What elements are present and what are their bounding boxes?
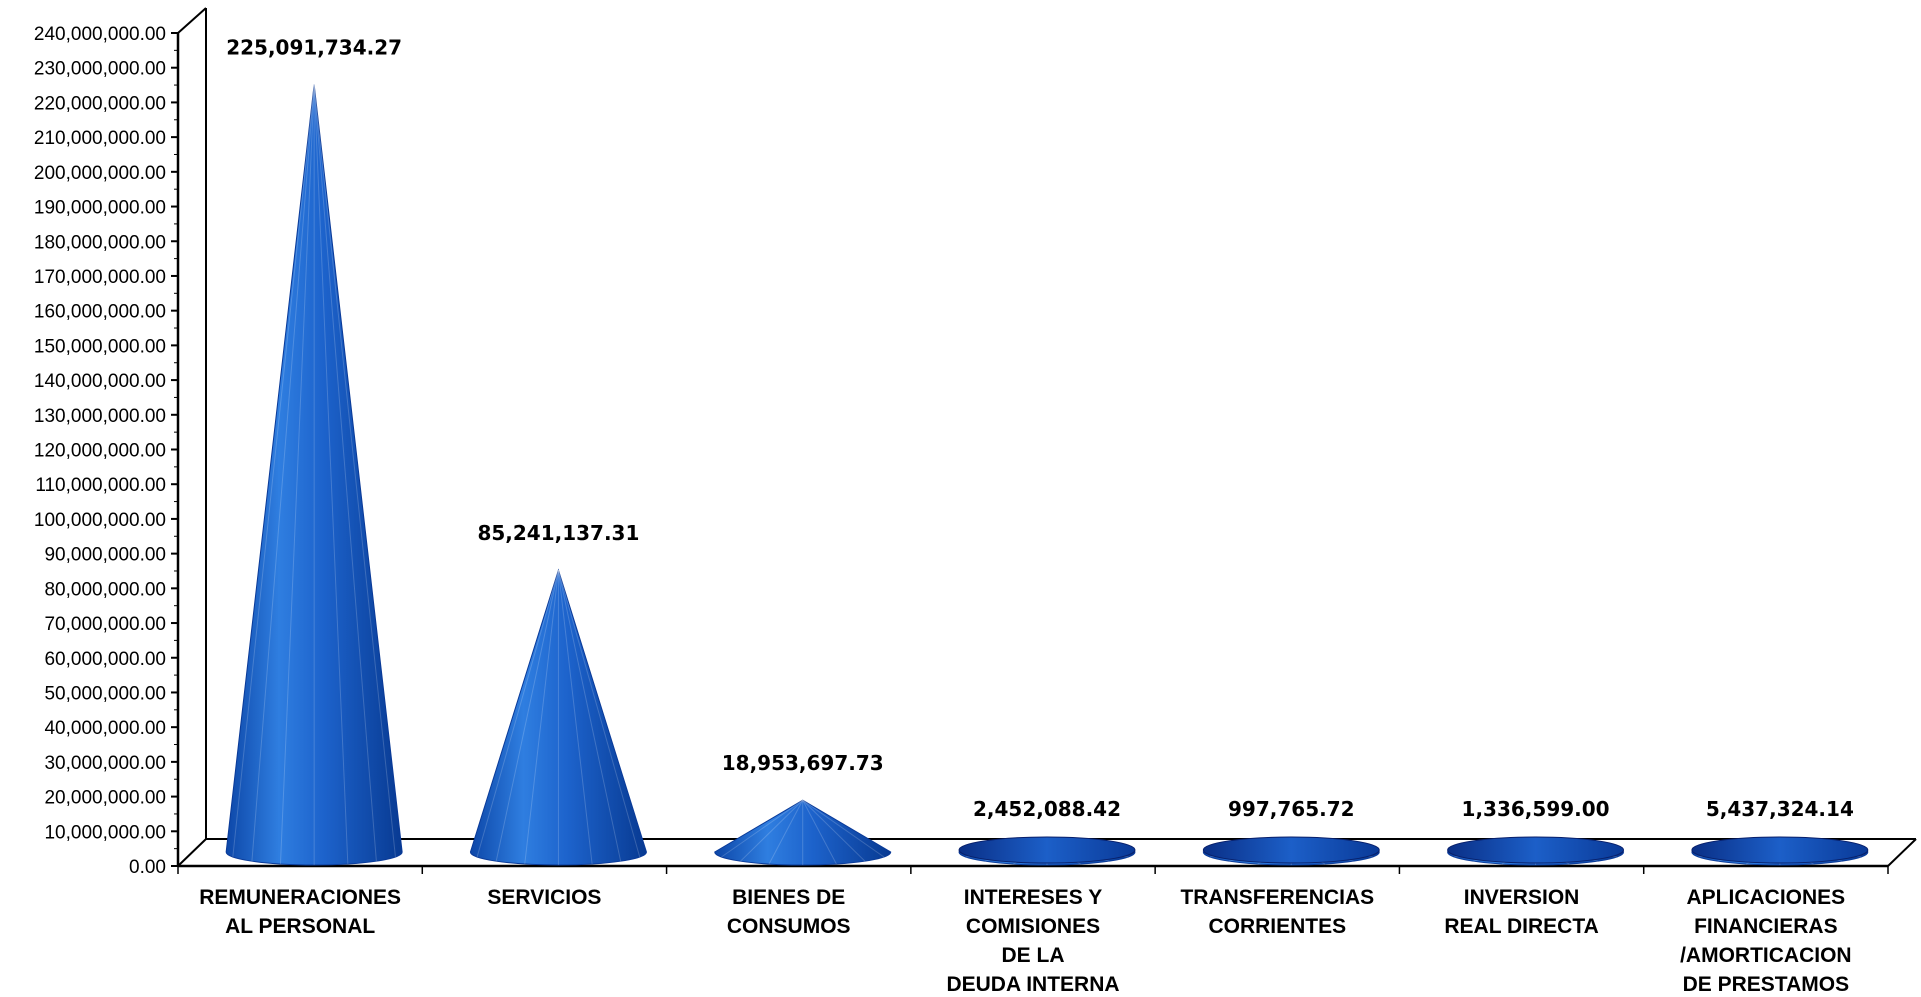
cone-facet	[251, 84, 315, 862]
y-tick-label: 110,000,000.00	[35, 475, 166, 496]
cone-facet	[313, 84, 396, 858]
category-label: DE PRESTAMOS	[1683, 973, 1849, 996]
data-label: 85,241,137.31	[477, 521, 639, 545]
y-tick-label: 40,000,000.00	[44, 718, 166, 739]
y-tick-label: 60,000,000.00	[44, 649, 166, 670]
floor-left-edge	[177, 838, 207, 867]
cone-facet	[524, 570, 559, 865]
cone-bar	[1202, 836, 1380, 866]
data-label: 997,765.72	[1228, 797, 1355, 821]
category-label: DEUDA INTERNA	[946, 973, 1119, 996]
category-label: REAL DIRECTA	[1444, 915, 1598, 938]
category-label: INVERSION	[1464, 886, 1580, 909]
cone-base-disc	[1202, 836, 1380, 864]
y-tick-label: 70,000,000.00	[44, 614, 166, 635]
y-tick-label: 100,000,000.00	[34, 510, 166, 531]
category-label: SERVICIOS	[487, 886, 601, 909]
cone-bar	[1691, 836, 1869, 866]
y-tick-label: 220,000,000.00	[34, 93, 166, 114]
y-tick-label: 130,000,000.00	[34, 406, 166, 427]
cone-facet	[557, 570, 641, 858]
y-tick-label: 90,000,000.00	[44, 545, 166, 566]
cone-facet	[768, 799, 804, 865]
cone-body	[469, 568, 647, 866]
cone-base-disc	[958, 836, 1136, 864]
category-label: REMUNERACIONES	[199, 886, 401, 909]
y-axis-ticks: 0.00 10,000,000.00 20,000,000.00 30,000,000…	[34, 24, 178, 878]
cone-bar	[225, 84, 403, 866]
y-tick-label: 160,000,000.00	[34, 302, 166, 323]
cone-facet	[740, 799, 804, 862]
cone-body	[225, 84, 403, 866]
cone-facet	[721, 799, 804, 858]
category-label: CONSUMOS	[727, 915, 851, 938]
cone-facet	[495, 570, 559, 862]
y-tick-label: 170,000,000.00	[34, 267, 166, 288]
category-label: BIENES DE	[732, 886, 845, 909]
y-tick-label: 120,000,000.00	[34, 441, 166, 462]
cone-bar	[958, 836, 1136, 866]
y-tick-label: 210,000,000.00	[34, 128, 166, 149]
data-label: 5,437,324.14	[1706, 797, 1854, 821]
y-tick-label: 50,000,000.00	[44, 683, 166, 704]
category-label: FINANCIERAS	[1694, 915, 1838, 938]
y-tick-label: 80,000,000.00	[44, 579, 166, 600]
cone-facet	[279, 84, 315, 865]
y-tick-label: 0.00	[129, 857, 166, 878]
cone-facet	[313, 84, 377, 862]
data-label: 1,336,599.00	[1462, 797, 1610, 821]
wall-top-edge	[177, 7, 207, 34]
cone-facet	[802, 799, 885, 858]
category-label: APLICACIONES	[1687, 886, 1846, 909]
data-labels: 225,091,734.27 85,241,137.31 18,953,697.73…	[226, 36, 1854, 821]
y-tick-label: 20,000,000.00	[44, 788, 166, 809]
cone-bar	[1447, 836, 1625, 866]
y-tick-label: 150,000,000.00	[34, 336, 166, 357]
category-label: COMISIONES	[966, 915, 1100, 938]
cone-bar	[714, 799, 892, 866]
data-label: 2,452,088.42	[973, 797, 1121, 821]
y-tick-label: 10,000,000.00	[44, 822, 166, 843]
cone-facet	[476, 570, 559, 858]
data-label: 18,953,697.73	[722, 751, 884, 775]
cone-facet	[313, 84, 349, 865]
cone-body	[714, 799, 892, 866]
category-label: TRANSFERENCIAS	[1180, 886, 1374, 909]
y-tick-label: 200,000,000.00	[34, 163, 166, 184]
floor-right-edge	[1887, 838, 1917, 867]
cone-base-disc	[1691, 836, 1869, 864]
category-label: CORRIENTES	[1208, 915, 1346, 938]
cone-base-disc	[1447, 836, 1625, 864]
y-tick-label: 180,000,000.00	[34, 232, 166, 253]
cone-facet	[232, 84, 315, 858]
chart-marks	[225, 84, 1869, 866]
category-label: AL PERSONAL	[225, 915, 375, 938]
category-label: DE LA	[1002, 944, 1065, 967]
y-tick-label: 230,000,000.00	[34, 59, 166, 80]
cone-facet	[802, 799, 866, 862]
y-tick-label: 140,000,000.00	[34, 371, 166, 392]
y-tick-label: 30,000,000.00	[44, 753, 166, 774]
y-tick-label: 190,000,000.00	[34, 198, 166, 219]
category-label: /AMORTICACION	[1680, 944, 1852, 967]
cone-bar	[469, 568, 647, 866]
data-label: 225,091,734.27	[226, 36, 402, 60]
cone-facet	[802, 799, 837, 865]
category-labels: REMUNERACIONES AL PERSONAL SERVICIOS BIENES…	[199, 886, 1851, 996]
category-label: INTERESES Y	[964, 886, 1103, 909]
cone-facet	[557, 570, 593, 865]
y-tick-label: 240,000,000.00	[34, 24, 166, 45]
chart-axes	[176, 7, 1917, 874]
cone-facet	[557, 570, 622, 862]
